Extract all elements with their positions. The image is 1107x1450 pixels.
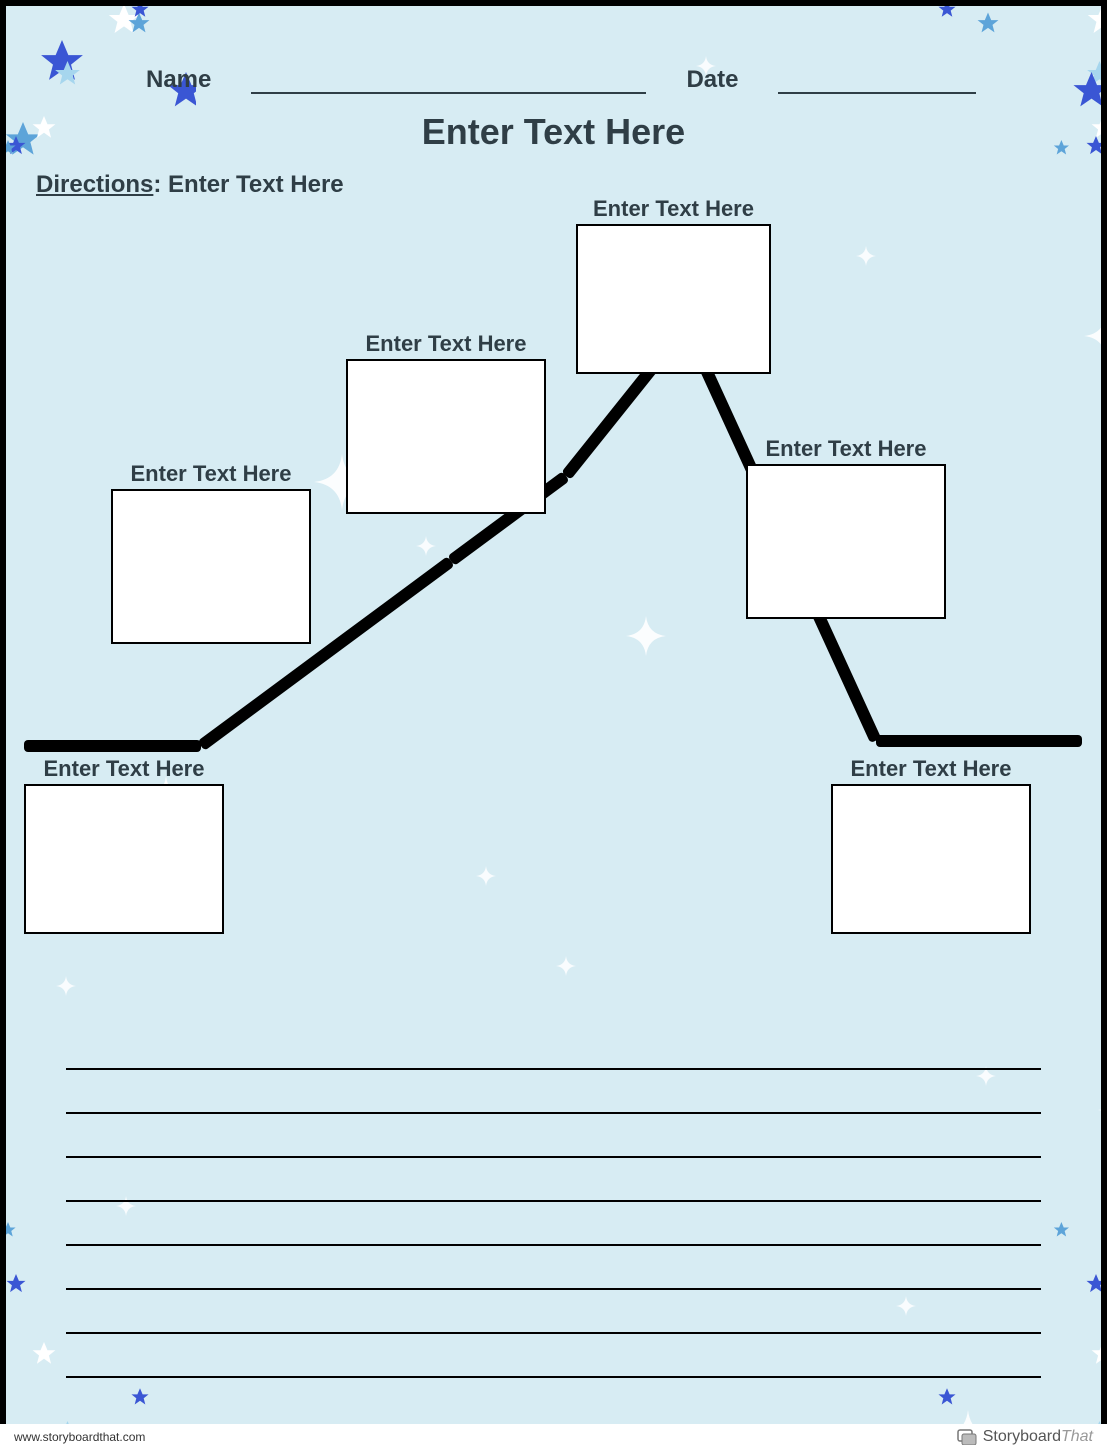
writing-line[interactable] <box>66 1334 1041 1378</box>
name-input-line[interactable] <box>251 70 646 94</box>
plot-box-input[interactable] <box>746 464 946 619</box>
plot-box-rising-1: Enter Text Here <box>111 461 311 644</box>
plot-box-exposition: Enter Text Here <box>24 756 224 934</box>
plot-box-rising-2: Enter Text Here <box>346 331 546 514</box>
writing-line[interactable] <box>66 1114 1041 1158</box>
plot-box-input[interactable] <box>24 784 224 934</box>
plot-segment <box>24 740 201 752</box>
plot-box-input[interactable] <box>831 784 1031 934</box>
header-row: Name Date <box>146 66 976 94</box>
plot-box-climax: Enter Text Here <box>576 196 771 374</box>
brand-icon <box>957 1429 977 1445</box>
plot-box-label[interactable]: Enter Text Here <box>831 756 1031 784</box>
writing-lines[interactable] <box>66 1026 1041 1378</box>
footer-brand-2: That <box>1061 1428 1093 1445</box>
plot-box-input[interactable] <box>346 359 546 514</box>
date-label: Date <box>686 66 738 94</box>
plot-diagram: Enter Text Here Enter Text Here Enter Text… <box>6 186 1101 946</box>
plot-box-falling: Enter Text Here <box>746 436 946 619</box>
name-label: Name <box>146 66 211 94</box>
plot-box-label[interactable]: Enter Text Here <box>24 756 224 784</box>
plot-box-label[interactable]: Enter Text Here <box>111 461 311 489</box>
page-title[interactable]: Enter Text Here <box>6 111 1101 153</box>
footer-brand-1: Storyboard <box>983 1428 1061 1445</box>
worksheet-page: Name Date Enter Text Here Directions: En… <box>6 6 1101 1424</box>
writing-line[interactable] <box>66 1290 1041 1334</box>
writing-line[interactable] <box>66 1158 1041 1202</box>
plot-box-label[interactable]: Enter Text Here <box>576 196 771 224</box>
footer-url: www.storyboardthat.com <box>14 1430 145 1444</box>
plot-box-input[interactable] <box>576 224 771 374</box>
footer: www.storyboardthat.com StoryboardThat <box>0 1424 1107 1450</box>
footer-brand: StoryboardThat <box>957 1428 1093 1446</box>
writing-line[interactable] <box>66 1070 1041 1114</box>
writing-line[interactable] <box>66 1246 1041 1290</box>
writing-line[interactable] <box>66 1026 1041 1070</box>
date-input-line[interactable] <box>778 70 976 94</box>
writing-line[interactable] <box>66 1202 1041 1246</box>
plot-box-label[interactable]: Enter Text Here <box>346 331 546 359</box>
plot-box-input[interactable] <box>111 489 311 644</box>
plot-box-resolution: Enter Text Here <box>831 756 1031 934</box>
plot-segment <box>876 735 1082 747</box>
plot-box-label[interactable]: Enter Text Here <box>746 436 946 464</box>
